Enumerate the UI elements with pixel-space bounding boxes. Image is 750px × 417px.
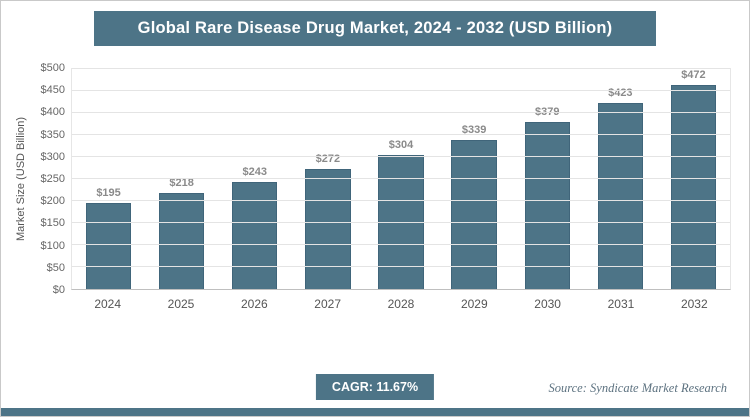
- bar: [305, 169, 351, 289]
- bar: [85, 203, 132, 289]
- bar-cell: $339: [438, 69, 511, 289]
- bar-cell: $472: [657, 69, 730, 289]
- y-tick-label: $150: [40, 217, 65, 230]
- bar-value-label: $472: [681, 69, 706, 81]
- x-tick-label: 2029: [460, 297, 488, 311]
- bar: [597, 102, 643, 289]
- y-axis-ticks: $0 $50 $100 $150 $200 $250 $300 $350 $400 $450 $50…: [31, 62, 71, 296]
- gridline: [72, 200, 730, 201]
- bar-value-label: $218: [169, 177, 194, 190]
- bar-cell: $272: [291, 69, 364, 289]
- y-tick-label: $450: [40, 84, 65, 97]
- bar-cell: $423: [584, 69, 657, 289]
- x-tick-label: 2025: [167, 297, 195, 311]
- gridline: [72, 134, 730, 135]
- footer: CAGR: 11.67% Source: Syndicate Market Re…: [1, 374, 749, 400]
- bar-value-label: $423: [608, 86, 633, 99]
- x-tick-label: 2026: [240, 297, 268, 311]
- y-axis-title-text: Market Size (USD Billion): [15, 116, 27, 242]
- x-tick-label: 2027: [314, 297, 341, 311]
- y-axis-title: Market Size (USD Billion): [11, 68, 31, 290]
- y-tick-label: $100: [40, 239, 65, 252]
- bar-cell: $243: [218, 69, 291, 289]
- y-tick-label: $350: [40, 128, 65, 141]
- y-tick-label: $300: [40, 150, 65, 163]
- bar-value-label: $304: [388, 139, 414, 152]
- bar-value-label: $339: [461, 123, 487, 136]
- gridline: [72, 222, 730, 223]
- gridline: [72, 112, 730, 113]
- cagr-badge: CAGR: 11.67%: [315, 374, 435, 400]
- bar-cell: $379: [511, 69, 584, 289]
- x-tick-label: 2024: [94, 297, 122, 311]
- y-tick-label: $250: [40, 173, 65, 185]
- bar-value-label: $195: [96, 187, 121, 200]
- source-text: Source: Syndicate Market Research: [548, 381, 727, 395]
- x-tick-label: 2032: [680, 297, 708, 311]
- bar: [232, 182, 278, 289]
- bars-row: $195 $218 $243 $272 $304 $339 $379 $423 $472: [72, 69, 730, 289]
- y-tick-label: $400: [40, 106, 65, 119]
- gridline: [72, 244, 730, 245]
- bar-cell: $218: [145, 69, 218, 289]
- bar: [670, 85, 717, 289]
- chart-title: Global Rare Disease Drug Market, 2024 - …: [137, 19, 613, 37]
- y-tick-label: $500: [40, 62, 65, 74]
- bar-cell: $195: [72, 69, 145, 289]
- y-tick-label: $0: [52, 284, 65, 296]
- gridline: [72, 178, 730, 179]
- x-tick-label: 2028: [387, 297, 415, 311]
- bar-cell: $304: [364, 69, 437, 289]
- gridline: [72, 156, 730, 157]
- x-tick-label: 2030: [534, 297, 561, 311]
- y-tick-label: $50: [46, 261, 65, 274]
- bar: [524, 122, 570, 289]
- gridline: [72, 90, 730, 91]
- bar: [159, 193, 205, 289]
- gridline: [72, 266, 730, 267]
- x-tick-label: 2031: [607, 297, 635, 311]
- x-axis-labels: 2024 2025 2026 2027 2028 2029 2030 2031 2032: [71, 290, 731, 318]
- bottom-accent-bar: [1, 408, 749, 416]
- chart-title-banner: Global Rare Disease Drug Market, 2024 - …: [94, 11, 656, 46]
- bar-value-label: $243: [242, 166, 268, 179]
- plot-area: $195 $218 $243 $272 $304 $339 $379 $423 $472: [71, 68, 731, 290]
- y-tick-label: $200: [40, 195, 65, 208]
- gridline: [72, 68, 730, 69]
- bar: [451, 139, 497, 289]
- bar-chart: Market Size (USD Billion) $0 $50 $100 $150 $…: [11, 62, 731, 296]
